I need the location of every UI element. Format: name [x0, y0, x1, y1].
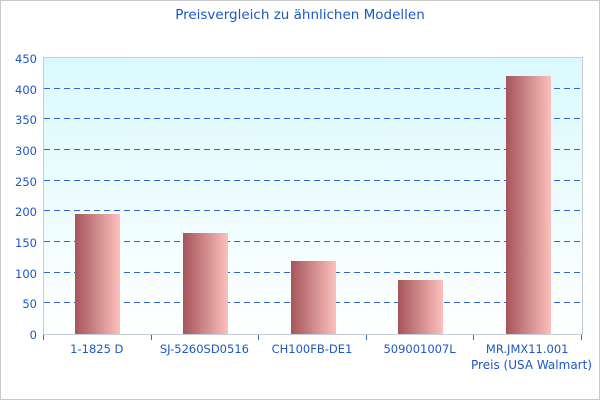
x-label-mr-jmx11-001: MR.JMX11.001 [485, 342, 569, 356]
y-tick-label-200: 200 [15, 205, 37, 220]
y-tick-label-250: 250 [15, 174, 37, 189]
x-tick-2 [258, 335, 260, 340]
y-tick-label-450: 450 [15, 52, 37, 66]
x-label-ch100fb-de1: CH100FB-DE1 [271, 342, 353, 356]
y-tick-label-50: 50 [22, 297, 37, 312]
x-label-1-1825-d: 1-1825 D [70, 342, 124, 356]
x-tick-3 [365, 335, 367, 340]
y-tick-label-400: 400 [15, 82, 37, 97]
y-tick-label-100: 100 [15, 266, 37, 281]
bar-ch100fb-de1 [290, 261, 336, 334]
y-tick-label-350: 350 [15, 113, 37, 128]
x-tick-4 [473, 335, 475, 340]
x-tick-5 [581, 335, 582, 340]
gridline-400 [44, 87, 582, 89]
y-tick-label-150: 150 [15, 236, 37, 250]
y-tick-label-0: 0 [29, 328, 37, 342]
x-tick-0 [43, 335, 44, 340]
chart-title: Preisvergleich zu ähnlichen Modellen [175, 7, 425, 23]
gridline-250 [44, 179, 582, 181]
y-tick-label-300: 300 [15, 144, 37, 158]
gridline-300 [44, 149, 582, 150]
gridline-350 [44, 118, 582, 120]
gridline-150 [44, 241, 582, 242]
bar-1-1825-d [75, 213, 121, 334]
bar-509001007l [398, 280, 444, 334]
x-tick-1 [150, 335, 152, 340]
x-label-sj-5260sd0516: SJ-5260SD0516 [159, 342, 249, 356]
bar-mr-jmx11-001 [505, 76, 551, 334]
gridline-200 [44, 210, 582, 212]
x-label-509001007l: 509001007L [383, 342, 456, 356]
plot-area [43, 57, 583, 335]
x-axis-title: Preis (USA Walmart) [471, 358, 592, 372]
bar-sj-5260sd0516 [182, 232, 228, 334]
